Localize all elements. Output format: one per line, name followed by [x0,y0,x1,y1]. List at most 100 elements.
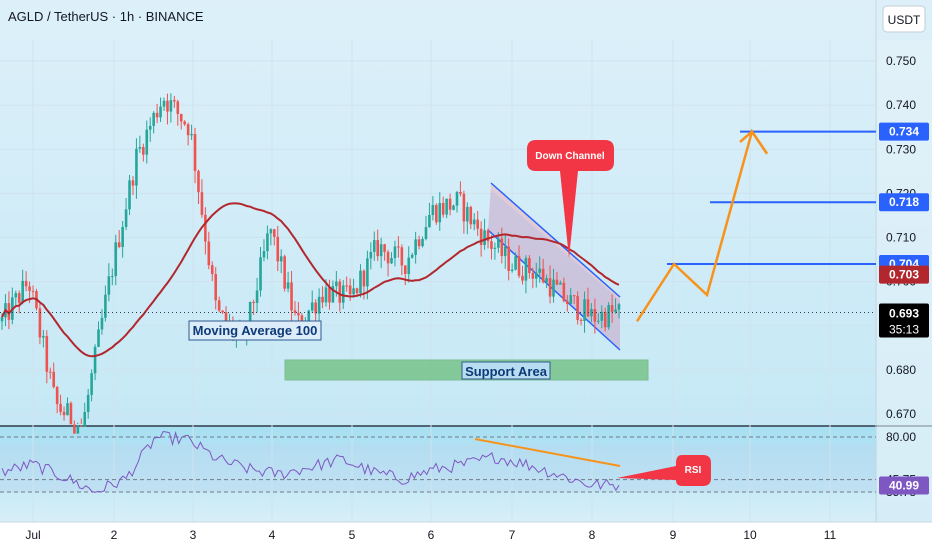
candle-body [521,275,524,281]
candle-body [24,280,28,287]
countdown-text: 35:13 [889,323,919,337]
candle-body [600,311,604,321]
candle-body [135,148,138,186]
candle [393,240,397,267]
candle-body [534,272,538,279]
candle-body [559,282,562,285]
candle-body [45,336,49,372]
candle-body [159,106,162,118]
candle-body [197,170,200,193]
candle-body [186,124,190,136]
candle [279,249,283,274]
candle-body [14,293,18,298]
candle-body [269,229,273,234]
candle [448,193,452,216]
candle-body [176,101,180,114]
candle-body [111,276,114,278]
candle [114,234,118,286]
last-price-bg [879,303,929,338]
candle-body [248,301,252,332]
candle [59,394,62,416]
candle [593,298,597,334]
candle-body [31,290,35,292]
candle-body [528,258,531,274]
candle [466,202,469,235]
candle [293,301,297,316]
candle [321,286,324,309]
time-axis-background [0,522,932,550]
candle [352,278,355,298]
price-tick-label: 0.710 [886,231,916,245]
ma-label: Moving Average 100 [193,323,318,338]
candle-body [397,246,400,248]
candle [221,310,224,314]
candle-body [610,305,614,312]
candle-body [214,274,218,301]
candle [369,242,373,270]
candle [217,296,221,313]
candle-body [314,302,317,314]
currency-button[interactable]: USDT [882,5,926,33]
candle-body [379,244,383,257]
candle-body [562,282,566,302]
candle [372,231,376,261]
candle-body [310,302,314,311]
chart-title: AGLD / TetherUS · 1h · BINANCE [8,9,204,24]
candle-body [359,270,362,294]
candle [610,294,614,323]
rsi-callout [617,455,711,486]
time-tick-label: 3 [190,528,197,542]
candle [328,279,331,310]
candle [48,367,52,379]
candle-body [445,198,448,215]
rsi-current-bg [879,476,929,495]
candle [259,246,262,297]
candle-body [28,286,31,291]
candle-body [207,241,211,266]
candle-body [452,205,455,210]
candle-body [572,295,576,297]
candle [179,113,183,130]
candle [383,243,386,261]
candle [207,231,211,270]
candle [534,262,538,288]
candle [617,302,621,319]
time-tick-label: Jul [25,528,40,542]
candle-body [545,278,548,283]
candle [262,239,266,262]
candle-body [431,205,435,215]
candle-body [62,411,66,416]
rsi-line [1,430,620,493]
candle-body [128,180,131,210]
candle-body [328,287,331,303]
down-channel-label: Down Channel [535,151,605,162]
price-tick-label: 0.740 [886,98,916,112]
candle [572,294,576,305]
candle-body [79,425,83,427]
candle-body [514,256,517,270]
price-levels [667,130,876,265]
time-tick-label: 5 [349,528,356,542]
candle-body [507,246,510,271]
candle [197,169,200,204]
candle [83,402,87,427]
candle [173,95,176,108]
candle-body [73,424,76,434]
callouts: Down Channel RSI [527,140,711,486]
candle [69,401,73,425]
candle [431,196,435,221]
candle-body [66,403,69,416]
candle-body [590,309,593,317]
candle [38,303,42,345]
time-axis: Jul 2 3 4 5 6 7 8 9 10 11 [0,521,932,550]
candle-body [107,276,111,295]
candle-body [217,300,221,311]
candle [55,385,59,414]
time-tick-label: 6 [428,528,435,542]
candle-body [255,290,259,304]
candle [76,422,80,434]
candle-body [555,279,559,285]
candle [597,312,600,325]
candle [45,330,49,384]
